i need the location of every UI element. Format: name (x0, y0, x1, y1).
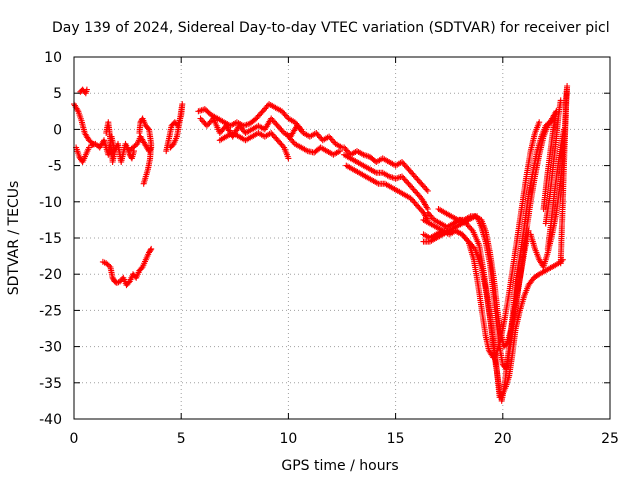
data-point (145, 125, 151, 132)
y-tick-label: -20 (39, 267, 62, 283)
data-point (272, 134, 279, 141)
data-point (420, 183, 427, 190)
data-point (525, 227, 532, 234)
data-point (464, 237, 471, 244)
y-tick-label: -40 (39, 412, 62, 428)
data-point (399, 159, 405, 165)
data-point (207, 118, 214, 125)
data-point (408, 183, 414, 190)
data-point (404, 179, 411, 186)
data-point (253, 115, 260, 122)
y-axis-label: SDTVAR / TECUs (6, 181, 22, 296)
data-point (274, 122, 281, 129)
data-point (131, 148, 137, 155)
x-tick-label: 15 (387, 431, 405, 447)
data-point (410, 186, 417, 193)
data-point (269, 131, 276, 138)
y-tick-label: -5 (48, 159, 62, 175)
data-point (281, 111, 288, 118)
data-point (285, 155, 292, 162)
y-tick-label: 0 (53, 122, 62, 138)
data-point (417, 179, 423, 186)
data-point (418, 180, 425, 187)
y-tick-label: -15 (39, 231, 62, 247)
data-point (317, 134, 324, 141)
y-tick-label: -30 (39, 340, 62, 356)
data-point (557, 97, 564, 104)
data-point (415, 203, 422, 210)
data-point (553, 108, 560, 115)
data-point (336, 148, 343, 155)
data-point (279, 143, 286, 150)
data-points (71, 83, 571, 404)
x-tick-label: 10 (279, 431, 297, 447)
data-point (294, 122, 301, 129)
data-point (198, 117, 205, 123)
data-point (423, 186, 430, 193)
data-point (343, 147, 350, 154)
data-point (467, 224, 474, 231)
x-tick-label: 5 (177, 431, 186, 447)
y-tick-label: -35 (39, 376, 62, 392)
grid-lines (74, 57, 610, 419)
data-point (148, 245, 155, 252)
y-tick-label: 10 (44, 50, 62, 66)
y-tick-label: -25 (39, 303, 62, 319)
data-point (399, 173, 405, 180)
data-point (274, 137, 281, 144)
data-point (404, 164, 411, 171)
data-point (327, 135, 334, 142)
y-tick-label: -10 (39, 195, 62, 211)
y-tick-label: 5 (53, 86, 62, 102)
data-point (407, 195, 414, 202)
data-point (411, 173, 418, 180)
data-point (111, 148, 118, 155)
data-point (272, 119, 279, 126)
data-point (401, 161, 408, 168)
data-point (205, 121, 212, 128)
data-point (269, 117, 276, 123)
data-point (409, 170, 416, 177)
data-point (74, 106, 81, 113)
x-tick-label: 25 (601, 431, 619, 447)
data-point (464, 222, 471, 228)
data-point (461, 234, 468, 241)
data-point (216, 130, 223, 136)
data-point (330, 138, 336, 144)
chart-title: Day 139 of 2024, Sidereal Day-to-day VTE… (52, 20, 610, 36)
data-point (341, 144, 348, 151)
data-point (410, 198, 417, 205)
data-point (557, 260, 564, 267)
x-tick-label: 0 (70, 431, 79, 447)
data-point (297, 125, 303, 131)
y-tick-labels: 10 5 0 -5 -10 -15 -20 -25 -30 -35 -40 (39, 50, 62, 428)
data-point (291, 119, 298, 126)
x-tick-label: 20 (494, 431, 512, 447)
data-point (427, 212, 434, 219)
data-point (401, 176, 408, 183)
x-axis-label: GPS time / hours (281, 458, 398, 474)
data-point (298, 126, 305, 133)
data-point (536, 119, 543, 126)
data-point (262, 105, 269, 112)
data-point (424, 187, 431, 194)
data-point (147, 247, 154, 254)
data-point (83, 86, 90, 93)
x-tick-labels: 0 5 10 15 20 25 (70, 431, 619, 447)
data-point (413, 189, 420, 196)
data-point (560, 126, 567, 133)
data-point (417, 206, 424, 213)
data-point (255, 112, 262, 119)
data-point (258, 109, 265, 116)
axis-ticks (73, 56, 611, 420)
data-point (168, 143, 175, 150)
data-point (140, 180, 147, 187)
data-point (167, 144, 174, 151)
data-point (286, 135, 293, 142)
